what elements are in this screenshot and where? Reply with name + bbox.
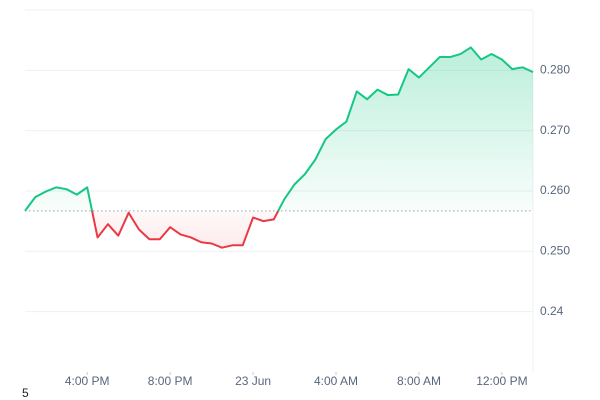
footer-label: 5 [22,386,29,400]
x-tick-label: 23 Jun [235,374,271,388]
x-tick-label: 8:00 AM [397,374,441,388]
x-tick-label: 4:00 AM [314,374,358,388]
x-tick-label: 12:00 PM [476,374,527,388]
y-tick-label: 0.24 [540,304,564,318]
x-tick-label: 4:00 PM [65,374,110,388]
price-area [25,47,533,248]
y-tick-label: 0.280 [540,63,570,77]
price-line [24,46,534,249]
y-tick-label: 0.260 [540,183,570,197]
x-tick-label: 8:00 PM [148,374,193,388]
y-tick-label: 0.250 [540,244,570,258]
y-tick-label: 0.270 [540,123,570,137]
